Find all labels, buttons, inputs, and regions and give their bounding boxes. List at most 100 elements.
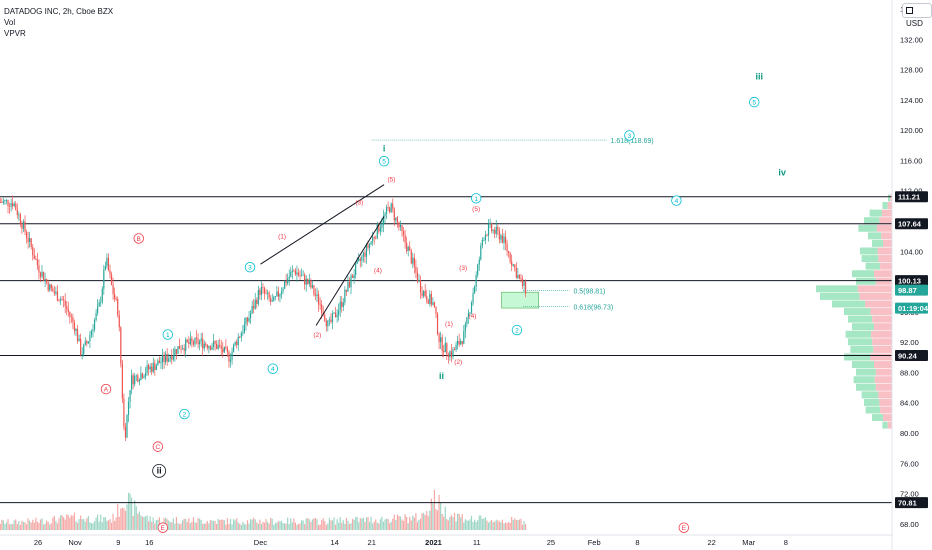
volume-bar bbox=[498, 521, 500, 530]
candle-body bbox=[42, 271, 45, 281]
symbol-title[interactable]: DATADOG INC, 2h, Cboe BZX bbox=[4, 7, 114, 16]
volume-profile-bar bbox=[820, 292, 860, 300]
volume-bar bbox=[381, 516, 383, 530]
volume-bar bbox=[120, 508, 122, 530]
volume-bar bbox=[55, 520, 57, 530]
volume-bar bbox=[257, 523, 259, 530]
candle-body bbox=[334, 312, 337, 318]
currency-selector[interactable]: USD bbox=[902, 3, 932, 28]
candle-body bbox=[157, 360, 159, 366]
candle-body bbox=[316, 294, 318, 296]
candle-body bbox=[375, 238, 377, 239]
volume-bar bbox=[240, 524, 242, 530]
candle-body bbox=[458, 340, 460, 345]
candle-body bbox=[124, 426, 127, 438]
wave-label: (2) bbox=[313, 332, 321, 339]
candle-body bbox=[450, 351, 453, 357]
volume-bar bbox=[80, 515, 82, 530]
candle-body bbox=[174, 349, 176, 356]
wave-label: C bbox=[156, 444, 161, 451]
volume-bar bbox=[361, 518, 363, 530]
candle-body bbox=[333, 312, 335, 314]
volume-bar bbox=[378, 523, 380, 530]
volume-bar bbox=[101, 522, 103, 530]
volume-bar bbox=[50, 523, 52, 530]
candle-body bbox=[392, 203, 394, 209]
volume-bar bbox=[274, 522, 276, 530]
volume-bar bbox=[10, 523, 12, 530]
volume-profile-bar bbox=[852, 361, 874, 369]
volume-bar bbox=[409, 516, 411, 530]
candle-body bbox=[66, 306, 68, 310]
volume-profile-bar bbox=[844, 308, 871, 316]
candle-body bbox=[402, 231, 405, 235]
volume-bar bbox=[8, 524, 11, 530]
volume-bar bbox=[263, 522, 266, 530]
candle-body bbox=[347, 281, 349, 292]
volume-bar bbox=[245, 524, 247, 530]
volume-bar bbox=[347, 520, 349, 530]
volume-bar bbox=[508, 521, 510, 530]
candle-body bbox=[135, 375, 137, 377]
candle-body bbox=[393, 208, 395, 221]
candle-body bbox=[469, 312, 471, 314]
price-axis[interactable]: 68.0072.0076.0080.0084.0088.0092.0096.00… bbox=[891, 0, 923, 550]
volume-bar bbox=[86, 518, 88, 530]
price-label-text: 90.24 bbox=[898, 351, 918, 360]
fib-level-label: 0.5(98.81) bbox=[573, 289, 605, 296]
volume-bar bbox=[429, 510, 431, 530]
candle-body bbox=[222, 348, 224, 353]
volume-bar bbox=[186, 521, 188, 530]
candle-body bbox=[112, 284, 114, 295]
candle-body bbox=[427, 300, 429, 304]
volume-bar bbox=[188, 518, 190, 530]
candle-body bbox=[183, 348, 185, 351]
candle-body bbox=[260, 286, 263, 296]
volume-bar bbox=[2, 520, 4, 530]
volume-profile-bar bbox=[879, 398, 892, 406]
volume-bar bbox=[19, 524, 21, 530]
volume-bar bbox=[15, 519, 17, 530]
volume-profile-bar bbox=[875, 383, 892, 391]
candle-body bbox=[254, 299, 256, 309]
candle-body bbox=[409, 246, 411, 251]
candle-body bbox=[138, 380, 140, 382]
volume-bar bbox=[464, 519, 466, 530]
volume-profile-bar bbox=[881, 232, 892, 240]
volume-bar bbox=[297, 523, 300, 530]
volume-bar bbox=[27, 518, 29, 530]
candle-body bbox=[336, 315, 338, 318]
time-axis[interactable]: 26 Nov 9 16 Dec 14 21 2021 11 25 Feb 8 22 Mar 8 bbox=[0, 534, 892, 547]
candle-body bbox=[314, 294, 317, 296]
vpvr-indicator-label[interactable]: VPVR bbox=[4, 29, 26, 38]
candle-body bbox=[84, 341, 86, 345]
volume-bar bbox=[148, 521, 150, 530]
settings-square-icon bbox=[906, 7, 913, 14]
candle-body bbox=[467, 312, 470, 318]
volume-bar bbox=[276, 522, 278, 530]
candle-body bbox=[520, 278, 522, 280]
volume-indicator-label[interactable]: Vol bbox=[4, 18, 16, 27]
candle-body bbox=[100, 301, 102, 303]
candle-body bbox=[515, 267, 517, 278]
volume-bar bbox=[214, 520, 216, 530]
volume-bar bbox=[211, 520, 213, 530]
candle-body bbox=[313, 285, 315, 295]
candle-body bbox=[460, 341, 462, 345]
wave-label-circle bbox=[624, 130, 635, 141]
volume-bar bbox=[345, 517, 347, 530]
candle-body bbox=[338, 310, 340, 316]
volume-profile-bar bbox=[856, 277, 876, 285]
volume-bar bbox=[127, 492, 130, 530]
fib-level-label: 0.618(96.73) bbox=[573, 304, 613, 311]
volume-bar bbox=[291, 522, 293, 530]
wave-label: 4 bbox=[675, 198, 679, 205]
volume-bar bbox=[472, 522, 474, 530]
wave-label-circle bbox=[100, 383, 112, 395]
wave-label-circle bbox=[152, 463, 167, 478]
candle-body bbox=[291, 270, 293, 273]
chart-legend: DATADOG INC, 2h, Cboe BZX Vol VPVR bbox=[4, 6, 113, 39]
price-tick-label: 132.00 bbox=[900, 35, 923, 44]
volume-bar bbox=[418, 519, 420, 530]
